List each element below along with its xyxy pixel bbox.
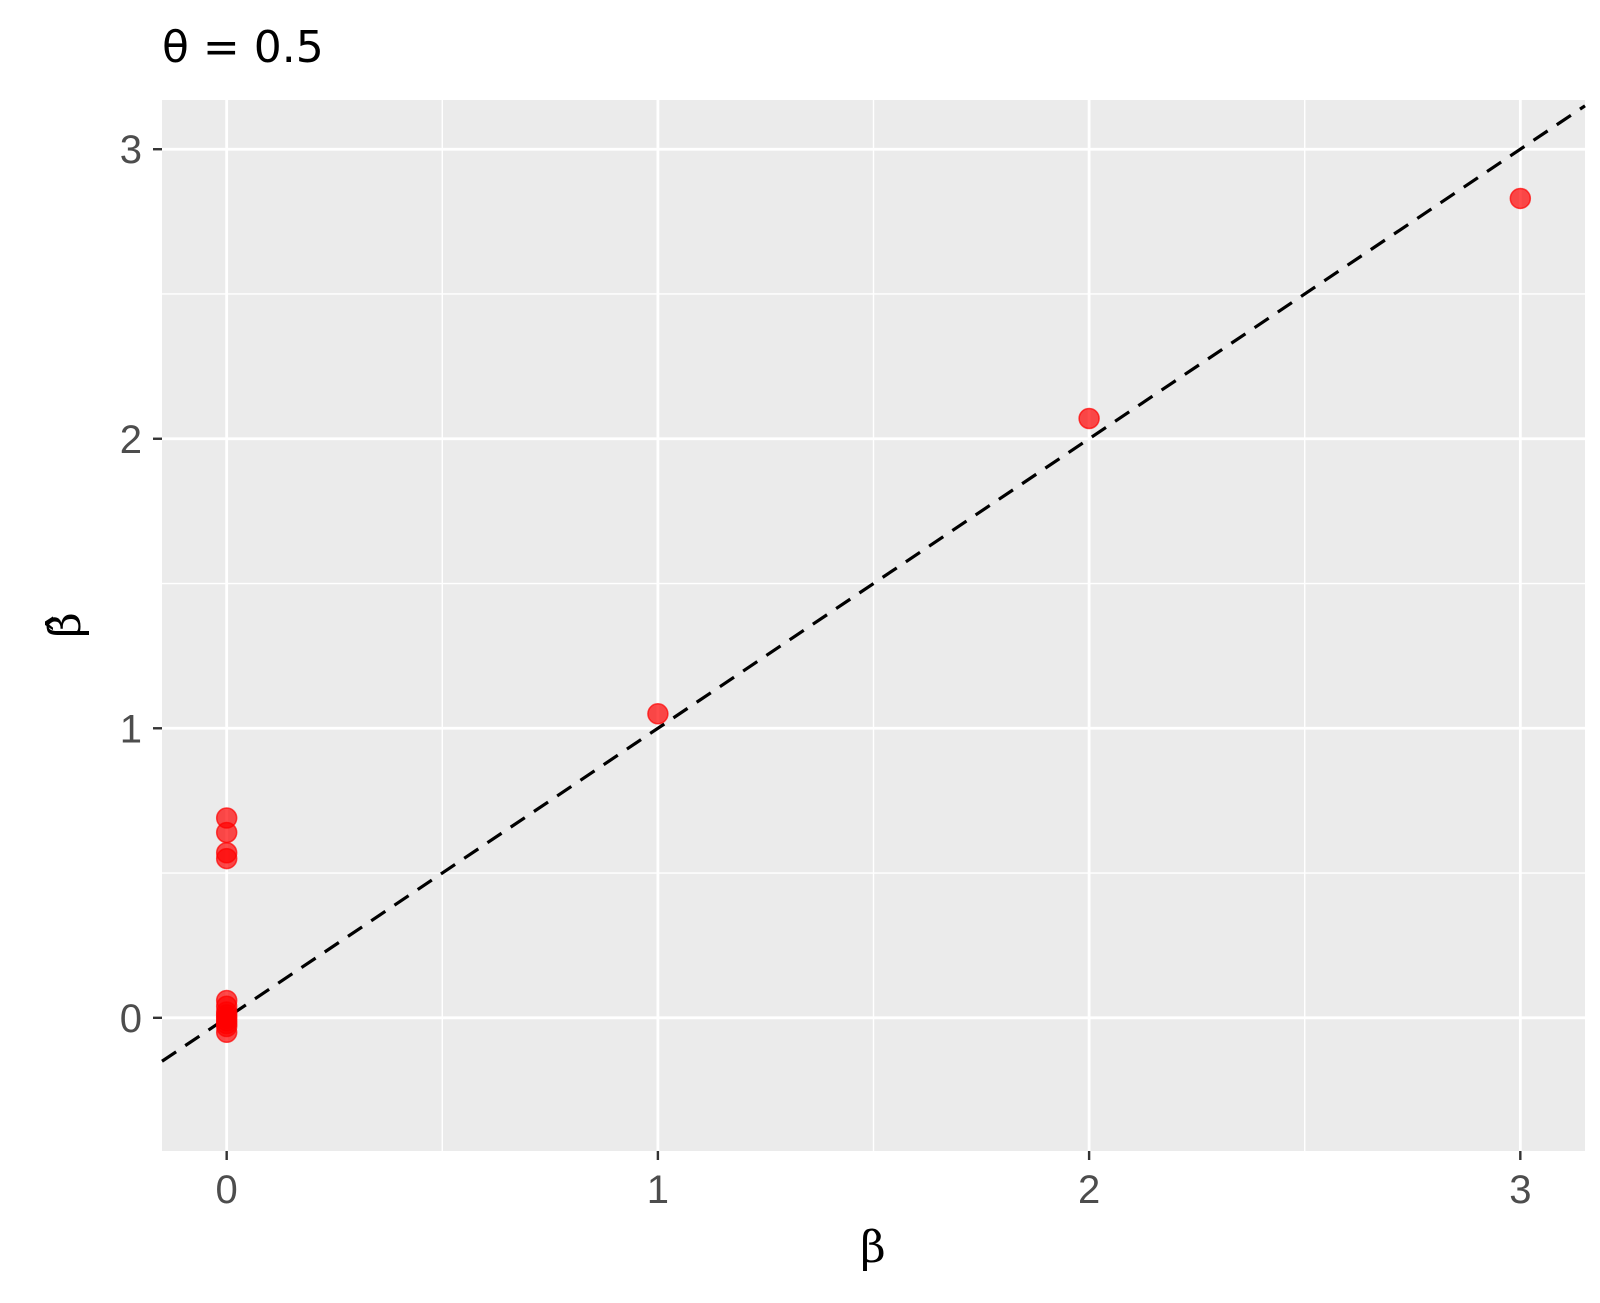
data-points [215, 187, 1532, 1044]
identity-reference-line-group [161, 104, 1586, 1063]
data-point [1509, 187, 1532, 210]
data-point [215, 821, 238, 844]
reference-line [161, 104, 1586, 1063]
x-tick-label: 3 [1509, 1168, 1531, 1212]
y-tick-label: 1 [120, 707, 142, 751]
chart-title: θ = 0.5 [162, 22, 324, 73]
x-tick-label: 1 [647, 1168, 669, 1212]
axis-ticks [153, 148, 1522, 1160]
x-tick-label: 2 [1078, 1168, 1100, 1212]
minor-gridlines [162, 100, 1585, 1164]
tick-labels: 0 1 2 3 0 1 2 3 [120, 128, 1532, 1212]
y-axis-title: β̂ [40, 612, 91, 637]
x-axis-title: β [860, 1222, 885, 1273]
x-tick-label: 0 [216, 1168, 238, 1212]
y-tick-label: 3 [120, 128, 142, 172]
y-tick-label: 2 [120, 418, 142, 462]
y-tick-label: 0 [120, 997, 142, 1041]
data-point [215, 847, 238, 870]
data-point [215, 1021, 238, 1044]
major-gridlines [162, 100, 1585, 1151]
data-point [1078, 407, 1100, 430]
data-point [647, 703, 669, 725]
